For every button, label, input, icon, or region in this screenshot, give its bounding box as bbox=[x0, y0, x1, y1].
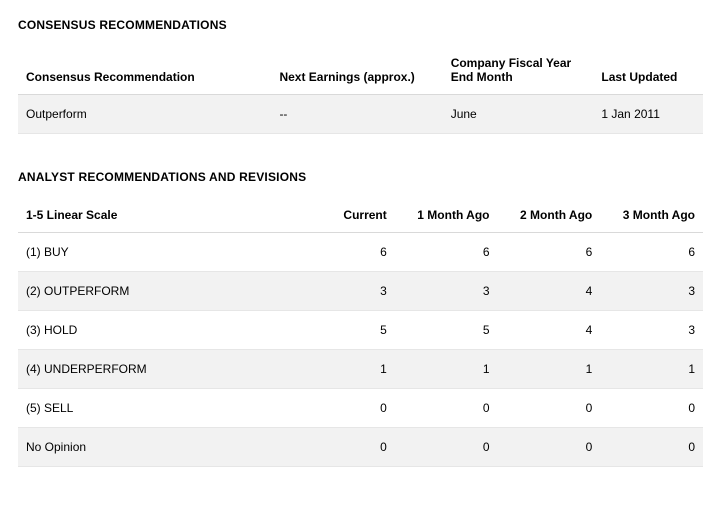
table-row: (3) HOLD 5 5 4 3 bbox=[18, 311, 703, 350]
cell-m2: 4 bbox=[498, 311, 601, 350]
cell-m3: 0 bbox=[600, 389, 703, 428]
col-linear-scale: 1-5 Linear Scale bbox=[18, 198, 292, 233]
cell-m1: 0 bbox=[395, 389, 498, 428]
consensus-header-row: Consensus Recommendation Next Earnings (… bbox=[18, 46, 703, 95]
cell-label: (1) BUY bbox=[18, 233, 292, 272]
table-row: No Opinion 0 0 0 0 bbox=[18, 428, 703, 467]
table-row: (1) BUY 6 6 6 6 bbox=[18, 233, 703, 272]
cell-m3: 6 bbox=[600, 233, 703, 272]
table-row: (2) OUTPERFORM 3 3 4 3 bbox=[18, 272, 703, 311]
cell-m2: 4 bbox=[498, 272, 601, 311]
cell-current: 0 bbox=[292, 428, 395, 467]
col-current: Current bbox=[292, 198, 395, 233]
col-last-updated: Last Updated bbox=[593, 46, 703, 95]
cell-m1: 5 bbox=[395, 311, 498, 350]
cell-m2: 6 bbox=[498, 233, 601, 272]
cell-label: (3) HOLD bbox=[18, 311, 292, 350]
cell-m1: 1 bbox=[395, 350, 498, 389]
cell-m2: 1 bbox=[498, 350, 601, 389]
table-row: (5) SELL 0 0 0 0 bbox=[18, 389, 703, 428]
cell-m1: 6 bbox=[395, 233, 498, 272]
cell-next-earnings: -- bbox=[271, 95, 442, 134]
cell-m3: 1 bbox=[600, 350, 703, 389]
cell-current: 6 bbox=[292, 233, 395, 272]
cell-label: (5) SELL bbox=[18, 389, 292, 428]
cell-fiscal-year-end: June bbox=[443, 95, 594, 134]
cell-m3: 0 bbox=[600, 428, 703, 467]
col-next-earnings: Next Earnings (approx.) bbox=[271, 46, 442, 95]
cell-label: (4) UNDERPERFORM bbox=[18, 350, 292, 389]
cell-current: 5 bbox=[292, 311, 395, 350]
cell-m2: 0 bbox=[498, 389, 601, 428]
cell-current: 1 bbox=[292, 350, 395, 389]
cell-m2: 0 bbox=[498, 428, 601, 467]
consensus-data-row: Outperform -- June 1 Jan 2011 bbox=[18, 95, 703, 134]
analyst-table: 1-5 Linear Scale Current 1 Month Ago 2 M… bbox=[18, 198, 703, 467]
analyst-section-title: ANALYST RECOMMENDATIONS AND REVISIONS bbox=[18, 170, 703, 184]
col-2-month-ago: 2 Month Ago bbox=[498, 198, 601, 233]
col-1-month-ago: 1 Month Ago bbox=[395, 198, 498, 233]
cell-m1: 0 bbox=[395, 428, 498, 467]
cell-current: 3 bbox=[292, 272, 395, 311]
cell-m1: 3 bbox=[395, 272, 498, 311]
col-3-month-ago: 3 Month Ago bbox=[600, 198, 703, 233]
consensus-table: Consensus Recommendation Next Earnings (… bbox=[18, 46, 703, 134]
cell-current: 0 bbox=[292, 389, 395, 428]
cell-recommendation: Outperform bbox=[18, 95, 271, 134]
cell-m3: 3 bbox=[600, 311, 703, 350]
cell-m3: 3 bbox=[600, 272, 703, 311]
analyst-header-row: 1-5 Linear Scale Current 1 Month Ago 2 M… bbox=[18, 198, 703, 233]
cell-label: (2) OUTPERFORM bbox=[18, 272, 292, 311]
col-consensus-recommendation: Consensus Recommendation bbox=[18, 46, 271, 95]
cell-label: No Opinion bbox=[18, 428, 292, 467]
cell-last-updated: 1 Jan 2011 bbox=[593, 95, 703, 134]
col-fiscal-year-end: Company Fiscal Year End Month bbox=[443, 46, 594, 95]
consensus-section-title: CONSENSUS RECOMMENDATIONS bbox=[18, 18, 703, 32]
table-row: (4) UNDERPERFORM 1 1 1 1 bbox=[18, 350, 703, 389]
